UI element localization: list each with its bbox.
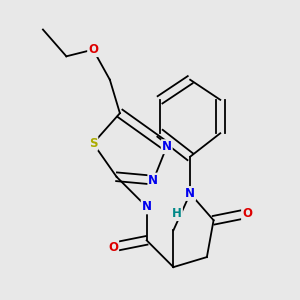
Text: O: O xyxy=(88,43,98,56)
Text: H: H xyxy=(172,207,182,220)
Text: O: O xyxy=(242,207,252,220)
Text: N: N xyxy=(185,187,195,200)
Text: N: N xyxy=(148,174,158,187)
Text: N: N xyxy=(142,200,152,213)
Text: S: S xyxy=(89,137,98,150)
Text: H: H xyxy=(172,207,182,220)
Text: N: N xyxy=(162,140,172,153)
Text: O: O xyxy=(108,241,118,254)
